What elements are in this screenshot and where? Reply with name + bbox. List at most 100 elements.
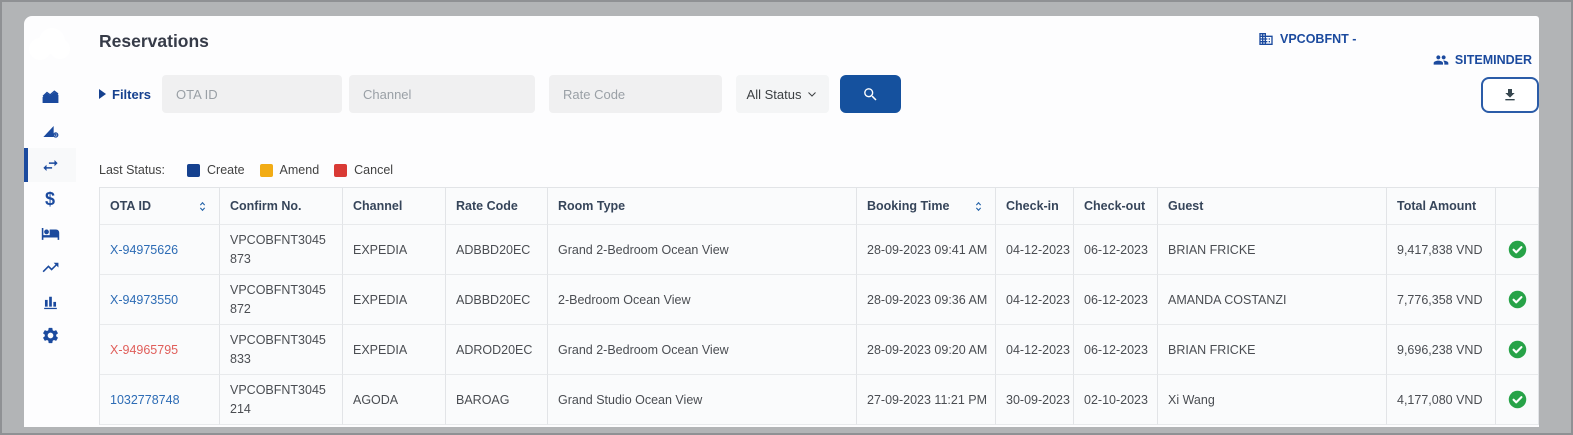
cell-check-in: 04-12-2023 xyxy=(996,325,1074,375)
column-header-status xyxy=(1496,188,1538,225)
column-header-channel[interactable]: Channel xyxy=(343,188,446,225)
cell-channel: AGODA xyxy=(343,375,446,425)
ota-id-link[interactable]: X-94965795 xyxy=(110,342,179,357)
table-row: X-94975626 VPCOBFNT3045873 EXPEDIA ADBBD… xyxy=(100,225,1538,275)
ota-id-link[interactable]: X-94973550 xyxy=(110,292,179,307)
sort-icon xyxy=(199,201,206,211)
provider-selector[interactable]: SITEMINDER xyxy=(1433,52,1532,68)
cell-check-in: 04-12-2023 xyxy=(996,225,1074,275)
sidebar-item-area-chart[interactable] xyxy=(24,80,76,114)
sidebar-item-send-settings[interactable] xyxy=(24,114,76,148)
cell-channel: EXPEDIA xyxy=(343,225,446,275)
column-header-ota-id[interactable]: OTA ID xyxy=(100,188,220,225)
status-success-icon xyxy=(1507,239,1528,260)
status-dropdown-value: All Status xyxy=(746,86,802,102)
sidebar-item-bar-chart[interactable] xyxy=(24,284,76,318)
provider-name: SITEMINDER xyxy=(1454,53,1532,67)
cell-total-amount: 9,417,838 VND xyxy=(1387,225,1496,275)
building-icon xyxy=(1259,33,1273,45)
amend-swatch xyxy=(259,163,273,177)
cell-check-out: 06-12-2023 xyxy=(1074,275,1158,325)
status-success-icon xyxy=(1507,289,1528,310)
legend-label: Last Status: xyxy=(99,163,166,177)
property-code: VPCOBFNT - xyxy=(1280,32,1357,46)
legend-item-amend: Amend xyxy=(259,163,319,177)
cell-rate-code: BAROAG xyxy=(446,375,548,425)
download-button[interactable] xyxy=(1481,77,1539,113)
column-header-booking-time[interactable]: Booking Time xyxy=(857,188,996,225)
sidebar-item-settings[interactable] xyxy=(24,318,76,352)
cell-total-amount: 4,177,080 VND xyxy=(1387,375,1496,425)
table-header-row: OTA ID Confirm No. Channel Rate Code Roo… xyxy=(100,188,1538,225)
column-header-guest[interactable]: Guest xyxy=(1158,188,1387,225)
cell-guest: AMANDA COSTANZI xyxy=(1158,275,1387,325)
create-swatch xyxy=(187,163,201,177)
status-dropdown[interactable]: All Status xyxy=(736,75,829,113)
status-legend: Last Status: Create Amend Cancel xyxy=(99,162,408,178)
cell-booking-time: 28-09-2023 09:20 AM xyxy=(857,325,996,375)
column-header-confirm-no[interactable]: Confirm No. xyxy=(220,188,343,225)
column-header-check-in[interactable]: Check-in xyxy=(996,188,1074,225)
ota-id-input[interactable] xyxy=(162,75,342,113)
cell-check-out: 06-12-2023 xyxy=(1074,325,1158,375)
swap-horizontal-icon xyxy=(42,159,58,171)
sidebar-item-trending-up[interactable] xyxy=(24,250,76,284)
sidebar-item-swap-horizontal[interactable] xyxy=(24,148,76,182)
ota-id-link[interactable]: 1032778748 xyxy=(110,392,180,407)
column-header-rate-code[interactable]: Rate Code xyxy=(446,188,548,225)
cell-rate-code: ADROD20EC xyxy=(446,325,548,375)
reservations-table: OTA ID Confirm No. Channel Rate Code Roo… xyxy=(99,187,1539,425)
cell-guest: BRIAN FRICKE xyxy=(1158,325,1387,375)
channel-input[interactable] xyxy=(349,75,535,113)
area-chart-icon xyxy=(42,89,58,103)
triangle-right-icon xyxy=(99,89,106,99)
cell-room-type: Grand Studio Ocean View xyxy=(548,375,857,425)
cell-check-out: 02-10-2023 xyxy=(1074,375,1158,425)
cell-room-type: Grand 2-Bedroom Ocean View xyxy=(548,325,857,375)
status-success-icon xyxy=(1507,339,1528,360)
sort-icon xyxy=(975,201,982,211)
bar-chart-icon xyxy=(43,296,57,309)
gear-icon xyxy=(42,327,58,343)
sidebar-nav: $ xyxy=(24,80,76,352)
table-row: 1032778748 VPCOBFNT3045214 AGODA BAROAG … xyxy=(100,375,1538,425)
trending-up-icon xyxy=(42,262,58,272)
column-header-room-type[interactable]: Room Type xyxy=(548,188,857,225)
dollar-icon: $ xyxy=(44,189,55,209)
app-logo xyxy=(29,28,71,60)
cell-room-type: 2-Bedroom Ocean View xyxy=(548,275,857,325)
cell-rate-code: ADBBD20EC xyxy=(446,225,548,275)
rate-code-input[interactable] xyxy=(549,75,722,113)
search-button[interactable] xyxy=(840,75,901,113)
filters-toggle[interactable]: Filters xyxy=(99,75,151,113)
bed-icon xyxy=(41,227,59,240)
cell-check-in: 30-09-2023 xyxy=(996,375,1074,425)
ota-id-link[interactable]: X-94975626 xyxy=(110,242,179,257)
search-icon xyxy=(864,87,877,101)
cell-confirm-no: VPCOBFNT3045872 xyxy=(220,275,343,325)
chevron-down-icon xyxy=(808,92,817,97)
cell-channel: EXPEDIA xyxy=(343,325,446,375)
cell-rate-code: ADBBD20EC xyxy=(446,275,548,325)
cancel-swatch xyxy=(334,163,348,177)
sidebar-item-dollar[interactable]: $ xyxy=(24,182,76,216)
cell-confirm-no: VPCOBFNT3045833 xyxy=(220,325,343,375)
page-title: Reservations xyxy=(99,31,209,51)
cell-confirm-no: VPCOBFNT3045873 xyxy=(220,225,343,275)
cell-booking-time: 28-09-2023 09:41 AM xyxy=(857,225,996,275)
cell-check-out: 06-12-2023 xyxy=(1074,225,1158,275)
legend-item-create: Create xyxy=(187,163,245,177)
table-row: X-94965795 VPCOBFNT3045833 EXPEDIA ADROD… xyxy=(100,325,1538,375)
table-row: X-94973550 VPCOBFNT3045872 EXPEDIA ADBBD… xyxy=(100,275,1538,325)
cell-guest: Xi Wang xyxy=(1158,375,1387,425)
send-settings-icon xyxy=(42,125,58,138)
cell-room-type: Grand 2-Bedroom Ocean View xyxy=(548,225,857,275)
property-selector[interactable]: VPCOBFNT - xyxy=(1258,31,1356,47)
download-icon xyxy=(1505,89,1515,101)
people-icon xyxy=(1433,55,1449,65)
cell-total-amount: 7,776,358 VND xyxy=(1387,275,1496,325)
column-header-total-amount[interactable]: Total Amount xyxy=(1387,188,1496,225)
column-header-check-out[interactable]: Check-out xyxy=(1074,188,1158,225)
sidebar-item-bed[interactable] xyxy=(24,216,76,250)
